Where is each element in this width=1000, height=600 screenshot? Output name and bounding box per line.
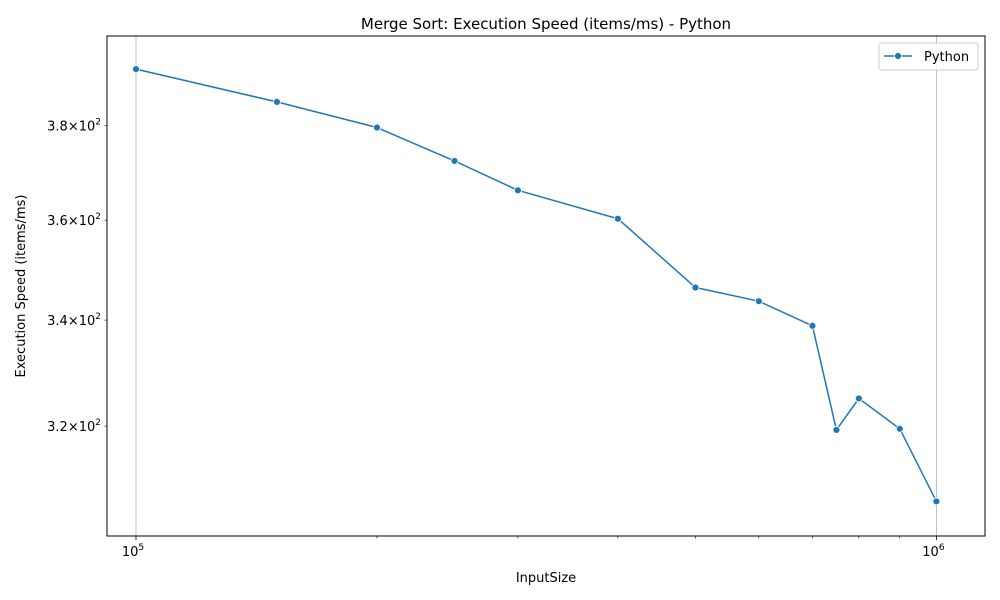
data-point: [854, 394, 863, 403]
y-tick-label: 3.6×102: [47, 212, 101, 229]
data-point: [132, 65, 140, 73]
data-point: [273, 98, 281, 106]
grid-layer: [135, 36, 937, 536]
chart-title: Merge Sort: Execution Speed (items/ms) -…: [361, 15, 731, 33]
x-axis-label: InputSize: [516, 571, 576, 586]
y-axis-label: Execution Speed (items/ms): [14, 195, 29, 378]
legend-label-python: Python: [924, 50, 969, 65]
data-point: [373, 123, 381, 132]
series-layer: [132, 65, 941, 506]
data-point: [895, 424, 904, 433]
y-tick-label: 3.2×102: [47, 418, 101, 435]
legend-marker: [894, 52, 902, 60]
data-point: [613, 214, 622, 223]
y-tick-label: 3.8×102: [47, 118, 101, 135]
x-tick-label: 106: [922, 543, 945, 560]
data-point: [691, 283, 700, 292]
y-tick-label: 3.4×102: [47, 312, 101, 329]
legend: Python: [878, 42, 979, 71]
plot-frame: [106, 35, 986, 537]
data-point: [808, 321, 817, 330]
data-point: [832, 426, 841, 434]
x-tick-label: 105: [122, 543, 144, 560]
data-point: [932, 497, 941, 506]
axis-layer: 105 106 3.2×102 3.4×102 3.6×102 3.8×102: [47, 118, 945, 560]
data-point: [513, 186, 522, 195]
legend-box: [878, 42, 979, 71]
data-point: [450, 157, 459, 165]
data-point: [754, 297, 763, 306]
